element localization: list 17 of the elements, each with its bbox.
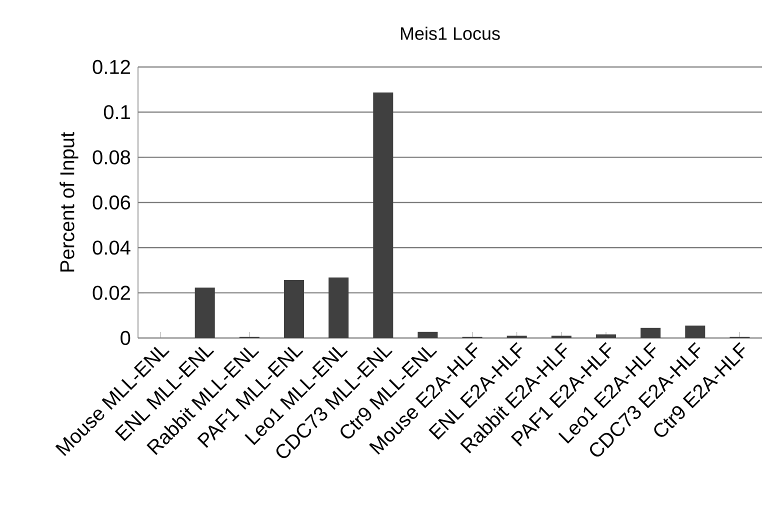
y-axis-title: Percent of Input: [60, 132, 78, 272]
bar: [284, 280, 304, 338]
y-tick-label: 0.02: [92, 286, 130, 300]
bar: [640, 328, 661, 338]
y-tick-label: 0.12: [92, 60, 130, 74]
bar: [328, 277, 349, 338]
bar: [373, 92, 394, 338]
y-tick-label: 0.1: [104, 105, 130, 120]
y-tick-label: 0: [120, 330, 130, 346]
bar: [685, 326, 706, 338]
bar: [194, 288, 215, 338]
y-tick-label: 0.06: [92, 195, 130, 210]
bar: [596, 334, 616, 338]
chart-title: Meis1 Locus: [400, 26, 500, 40]
bar: [418, 332, 438, 338]
y-tick-label: 0.04: [92, 240, 130, 255]
y-tick-label: 0.08: [92, 150, 130, 164]
